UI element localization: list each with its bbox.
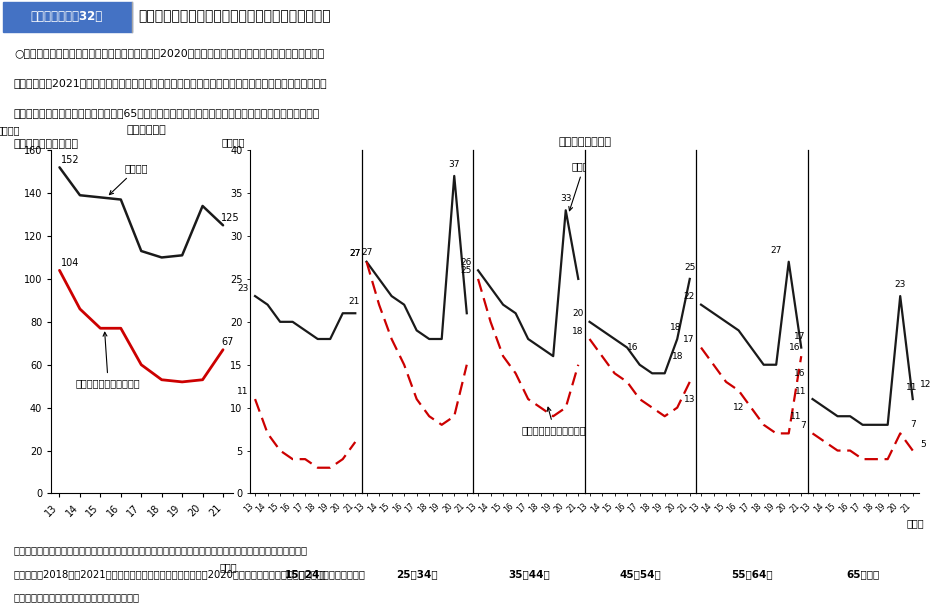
Text: 35～44歳: 35～44歳	[508, 569, 550, 579]
Text: （年）: （年）	[219, 562, 237, 572]
Text: 15～24歳: 15～24歳	[285, 569, 327, 579]
Text: 25: 25	[684, 263, 695, 272]
Text: 25: 25	[697, 268, 709, 277]
Text: 152: 152	[61, 155, 79, 165]
Text: 12: 12	[733, 403, 745, 413]
Text: （１）年齢計: （１）年齢計	[126, 124, 166, 135]
Text: 23: 23	[809, 286, 820, 294]
Text: （２）年齢階級別: （２）年齢階級別	[558, 137, 611, 147]
Text: 17: 17	[794, 332, 806, 341]
Text: 7: 7	[801, 421, 806, 430]
Text: 18: 18	[672, 352, 683, 361]
Text: 11: 11	[906, 383, 917, 392]
Text: 11: 11	[237, 387, 249, 395]
FancyBboxPatch shape	[3, 2, 132, 32]
Text: 第１－（２）－32図: 第１－（２）－32図	[30, 10, 103, 23]
Text: 年齢階級別・失業期間別にみた完全失業者数の推移: 年齢階級別・失業期間別にみた完全失業者数の推移	[138, 9, 330, 23]
Text: 20: 20	[572, 310, 583, 318]
Text: 25～34歳: 25～34歳	[397, 569, 439, 579]
Text: ○　失業期間別に完全失業者数の推移をみると、2020年には、失業期間「１年未満」の完全失業者が: ○ 失業期間別に完全失業者数の推移をみると、2020年には、失業期間「１年未満」…	[14, 48, 324, 58]
Text: 11: 11	[795, 387, 806, 395]
Text: 失業者が増加した。: 失業者が増加した。	[14, 139, 79, 148]
Text: １年以上（長期失業者）: １年以上（長期失業者）	[76, 332, 141, 388]
Text: 6: 6	[363, 432, 369, 440]
Text: 104: 104	[61, 258, 79, 268]
Text: 25: 25	[586, 268, 597, 277]
Text: 7: 7	[910, 420, 915, 429]
Text: 15: 15	[586, 354, 597, 363]
Text: 5: 5	[920, 440, 926, 449]
Text: （注）　2018年～2021年までの数値は、ベンチマーク人口を2020年国勢調査基準に切り替えたことに伴い、新基準: （注） 2018年～2021年までの数値は、ベンチマーク人口を2020年国勢調査…	[14, 569, 366, 579]
Text: 11: 11	[789, 412, 801, 421]
Text: （万人）: （万人）	[0, 124, 21, 135]
Text: 15: 15	[474, 354, 486, 363]
Text: 125: 125	[221, 213, 240, 223]
Text: １年未満: １年未満	[109, 164, 148, 194]
Text: 16: 16	[788, 343, 801, 352]
Text: 16: 16	[627, 343, 638, 352]
Text: 16: 16	[809, 346, 820, 354]
Text: 55～64歳: 55～64歳	[731, 569, 773, 579]
Text: 13: 13	[697, 371, 709, 380]
Text: 26: 26	[460, 258, 472, 267]
Text: 23: 23	[237, 284, 249, 292]
Text: 27: 27	[349, 249, 360, 258]
Text: 65歳以上: 65歳以上	[846, 569, 880, 579]
Text: 67: 67	[221, 337, 233, 348]
Text: 18: 18	[572, 327, 583, 335]
Text: 増加した。2021年は、失業期間「１年未満」の完全失業者は幅広い年齢層で減少傾向にあるものの、: 増加した。2021年は、失業期間「１年未満」の完全失業者は幅広い年齢層で減少傾向…	[14, 78, 327, 88]
Text: 資料出所　総務省統計局『労働力調査（詳細集計）』をもとに厚生労働省政策統括官付政策統括官室にて作成: 資料出所 総務省統計局『労働力調査（詳細集計）』をもとに厚生労働省政策統括官付政…	[14, 545, 308, 555]
Text: のベンチマーク人口に基づいた数値。: のベンチマーク人口に基づいた数値。	[14, 592, 140, 603]
Text: 21: 21	[348, 297, 360, 306]
Text: 16: 16	[794, 369, 806, 378]
Text: 37: 37	[449, 160, 460, 169]
Text: 33: 33	[560, 194, 572, 204]
Text: 27: 27	[771, 246, 782, 255]
Text: 27: 27	[349, 249, 360, 258]
Text: 18: 18	[670, 323, 682, 332]
Text: 21: 21	[474, 303, 486, 311]
Text: （年）: （年）	[906, 518, 924, 528]
Text: 25: 25	[460, 267, 472, 275]
Text: 27: 27	[361, 248, 372, 257]
Text: （万人）: （万人）	[222, 137, 245, 147]
Text: １年以上（長期失業者）: １年以上（長期失業者）	[522, 407, 587, 435]
Text: 22: 22	[684, 292, 695, 301]
Text: 23: 23	[895, 280, 906, 289]
Text: １年未満: １年未満	[569, 162, 595, 211]
Text: 12: 12	[920, 380, 932, 389]
Text: 13: 13	[684, 395, 695, 404]
Text: 17: 17	[683, 335, 695, 344]
Text: 45～54歳: 45～54歳	[620, 569, 661, 579]
Text: 感染症の影響が長期化する中で、「65歳以上」を除く全ての年齢階級で失業期間「１年以上」の長期: 感染症の影響が長期化する中で、「65歳以上」を除く全ての年齢階級で失業期間「１年…	[14, 109, 320, 118]
